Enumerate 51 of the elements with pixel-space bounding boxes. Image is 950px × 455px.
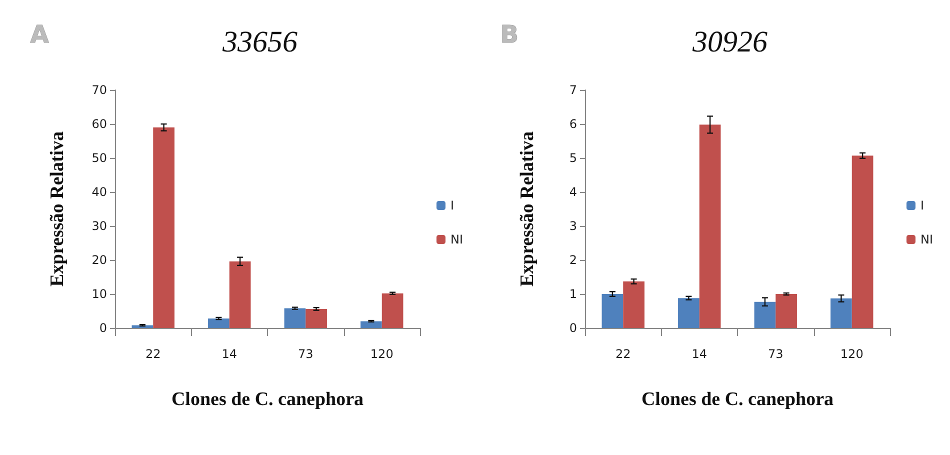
y-tick-label: 0: [99, 321, 107, 335]
y-tick-label: 40: [92, 185, 107, 199]
bar: [852, 156, 874, 328]
bar: [306, 308, 327, 328]
x-tick-label: 22: [145, 347, 161, 361]
y-tick-label: 7: [569, 83, 577, 97]
x-tick-label: 73: [768, 347, 784, 361]
y-tick-label: 30: [92, 219, 107, 233]
y-axis-title: Expressão Relativa: [517, 130, 538, 287]
x-tick-label: 22: [615, 347, 631, 361]
x-axis-title: Clones de C. canephora: [641, 389, 834, 410]
x-tick-label: 73: [298, 347, 314, 361]
text: B: [500, 20, 519, 48]
legend-label: NI: [920, 232, 933, 246]
y-tick-label: 50: [92, 151, 107, 165]
bar: [208, 318, 230, 328]
y-tick-label: 4: [569, 185, 577, 199]
x-tick-label: 14: [692, 347, 708, 361]
y-tick-label: 2: [569, 253, 577, 267]
x-tick-label: 14: [222, 347, 238, 361]
chart-title: 30926: [692, 26, 768, 58]
y-tick-label: 5: [569, 151, 577, 165]
y-tick-label: 10: [92, 287, 107, 301]
x-axis-title: Clones de C. canephora: [171, 389, 364, 410]
bar: [229, 261, 251, 328]
bar: [602, 294, 624, 328]
bar: [284, 308, 306, 328]
bar: [382, 293, 404, 328]
chart-title: 33656: [222, 26, 298, 58]
text: A: [30, 20, 50, 48]
y-tick-label: 3: [569, 219, 577, 233]
bar: [623, 281, 644, 328]
y-tick-label: 70: [92, 83, 107, 97]
bar: [360, 321, 382, 328]
legend-label: I: [920, 198, 924, 212]
y-axis-title: Expressão Relativa: [47, 130, 68, 287]
x-tick-label: 120: [370, 347, 394, 361]
legend-label: NI: [450, 232, 463, 246]
y-tick-label: 20: [92, 253, 107, 267]
legend-label: I: [450, 198, 454, 212]
bar: [776, 294, 797, 328]
bar: [678, 298, 700, 328]
y-tick-label: 1: [569, 287, 577, 301]
x-tick-label: 120: [840, 347, 864, 361]
bar: [153, 127, 174, 328]
y-tick-label: 0: [569, 321, 577, 335]
bar: [699, 124, 721, 328]
y-tick-label: 6: [569, 117, 577, 131]
bar: [830, 298, 852, 328]
bar: [754, 302, 776, 328]
y-tick-label: 60: [92, 117, 107, 131]
